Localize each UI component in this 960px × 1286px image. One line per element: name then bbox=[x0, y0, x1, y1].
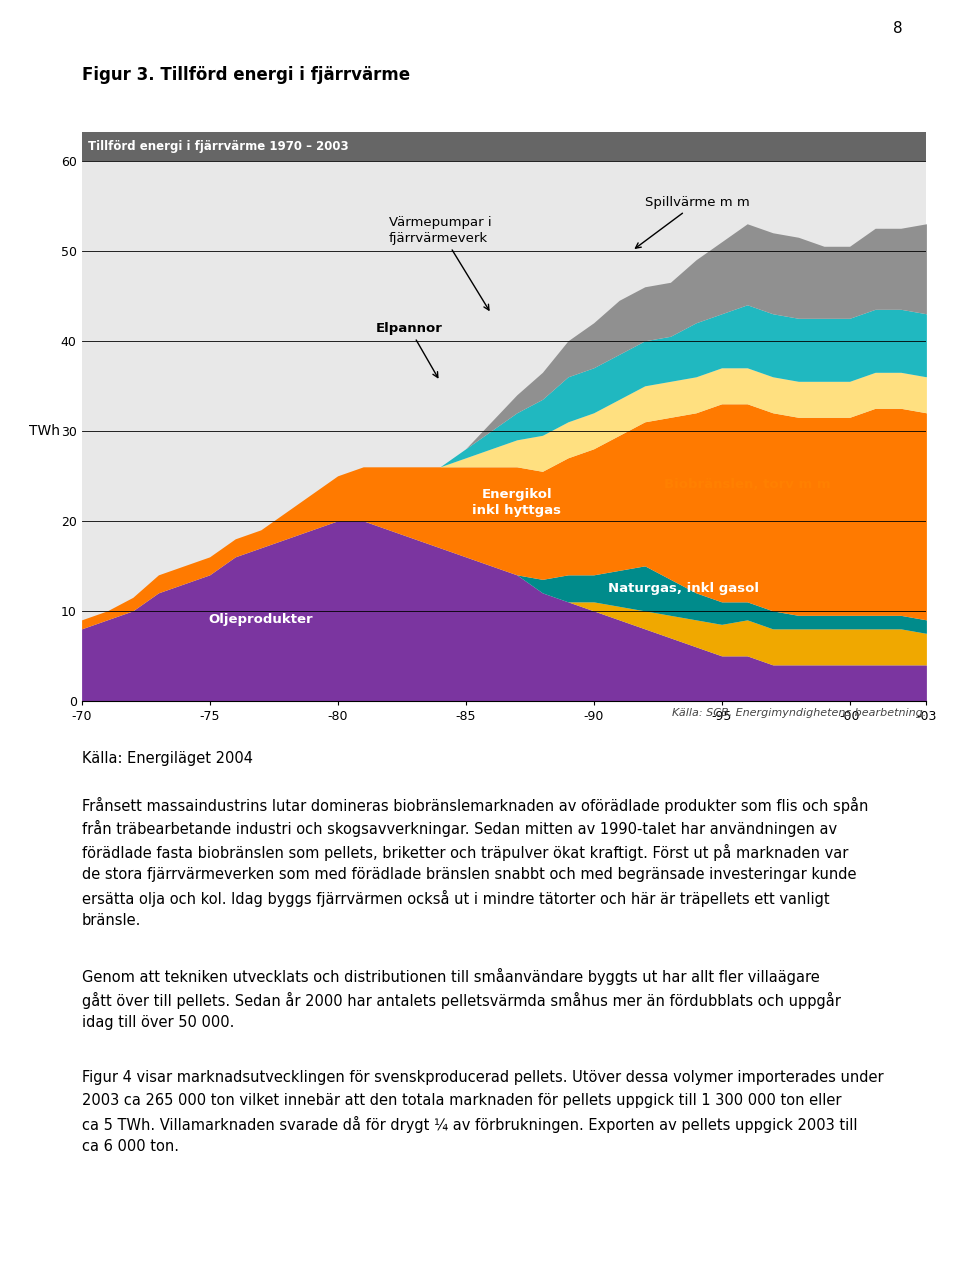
Text: Genom att tekniken utvecklats och distributionen till småanvändare byggts ut har: Genom att tekniken utvecklats och distri… bbox=[82, 968, 819, 985]
Text: ca 5 TWh. Villamarknaden svarade då för drygt ¼ av förbrukningen. Exporten av pe: ca 5 TWh. Villamarknaden svarade då för … bbox=[82, 1116, 857, 1133]
Text: Tillförd energi i fjärrvärme 1970 – 2003: Tillförd energi i fjärrvärme 1970 – 2003 bbox=[88, 140, 349, 153]
Text: Källa: Energiläget 2004: Källa: Energiläget 2004 bbox=[82, 751, 252, 765]
Text: förädlade fasta biobränslen som pellets, briketter och träpulver ökat kraftigt. : förädlade fasta biobränslen som pellets,… bbox=[82, 844, 848, 860]
Text: Källa: SCB, Energimyndighetens bearbetning.: Källa: SCB, Energimyndighetens bearbetni… bbox=[672, 709, 926, 719]
Text: ca 6 000 ton.: ca 6 000 ton. bbox=[82, 1139, 179, 1155]
Text: Spillvärme m m: Spillvärme m m bbox=[636, 195, 750, 248]
Text: Oljeprodukter: Oljeprodukter bbox=[208, 613, 313, 626]
Text: 2003 ca 265 000 ton vilket innebär att den totala marknaden för pellets uppgick : 2003 ca 265 000 ton vilket innebär att d… bbox=[82, 1093, 841, 1109]
Text: Frånsett massaindustrins lutar domineras biobränslemarknaden av oförädlade produ: Frånsett massaindustrins lutar domineras… bbox=[82, 797, 868, 814]
Text: Naturgas, inkl gasol: Naturgas, inkl gasol bbox=[608, 581, 758, 595]
Text: Energikol
inkl hyttgas: Energikol inkl hyttgas bbox=[472, 489, 562, 517]
Text: de stora fjärrvärmeverken som med förädlade bränslen snabbt och med begränsade i: de stora fjärrvärmeverken som med förädl… bbox=[82, 867, 856, 882]
Text: från träbearbetande industri och skogsavverkningar. Sedan mitten av 1990-talet h: från träbearbetande industri och skogsav… bbox=[82, 820, 837, 837]
Text: Figur 4 visar marknadsutvecklingen för svenskproducerad pellets. Utöver dessa vo: Figur 4 visar marknadsutvecklingen för s… bbox=[82, 1070, 883, 1085]
Y-axis label: TWh: TWh bbox=[29, 424, 60, 437]
Text: Elpannor: Elpannor bbox=[376, 322, 443, 378]
Text: Värmepumpar i
fjärrvärmeverk: Värmepumpar i fjärrvärmeverk bbox=[389, 216, 492, 310]
Text: bränsle.: bränsle. bbox=[82, 913, 141, 928]
Text: gått över till pellets. Sedan år 2000 har antalets pelletsvärmda småhus mer än f: gått över till pellets. Sedan år 2000 ha… bbox=[82, 992, 840, 1008]
Text: Biobränslen, torv m m: Biobränslen, torv m m bbox=[664, 478, 830, 491]
Text: ersätta olja och kol. Idag byggs fjärrvärmen också ut i mindre tätorter och här : ersätta olja och kol. Idag byggs fjärrvä… bbox=[82, 890, 829, 907]
Text: 8: 8 bbox=[893, 22, 902, 36]
Text: idag till över 50 000.: idag till över 50 000. bbox=[82, 1015, 234, 1030]
Text: Figur 3. Tillförd energi i fjärrvärme: Figur 3. Tillförd energi i fjärrvärme bbox=[82, 66, 410, 84]
